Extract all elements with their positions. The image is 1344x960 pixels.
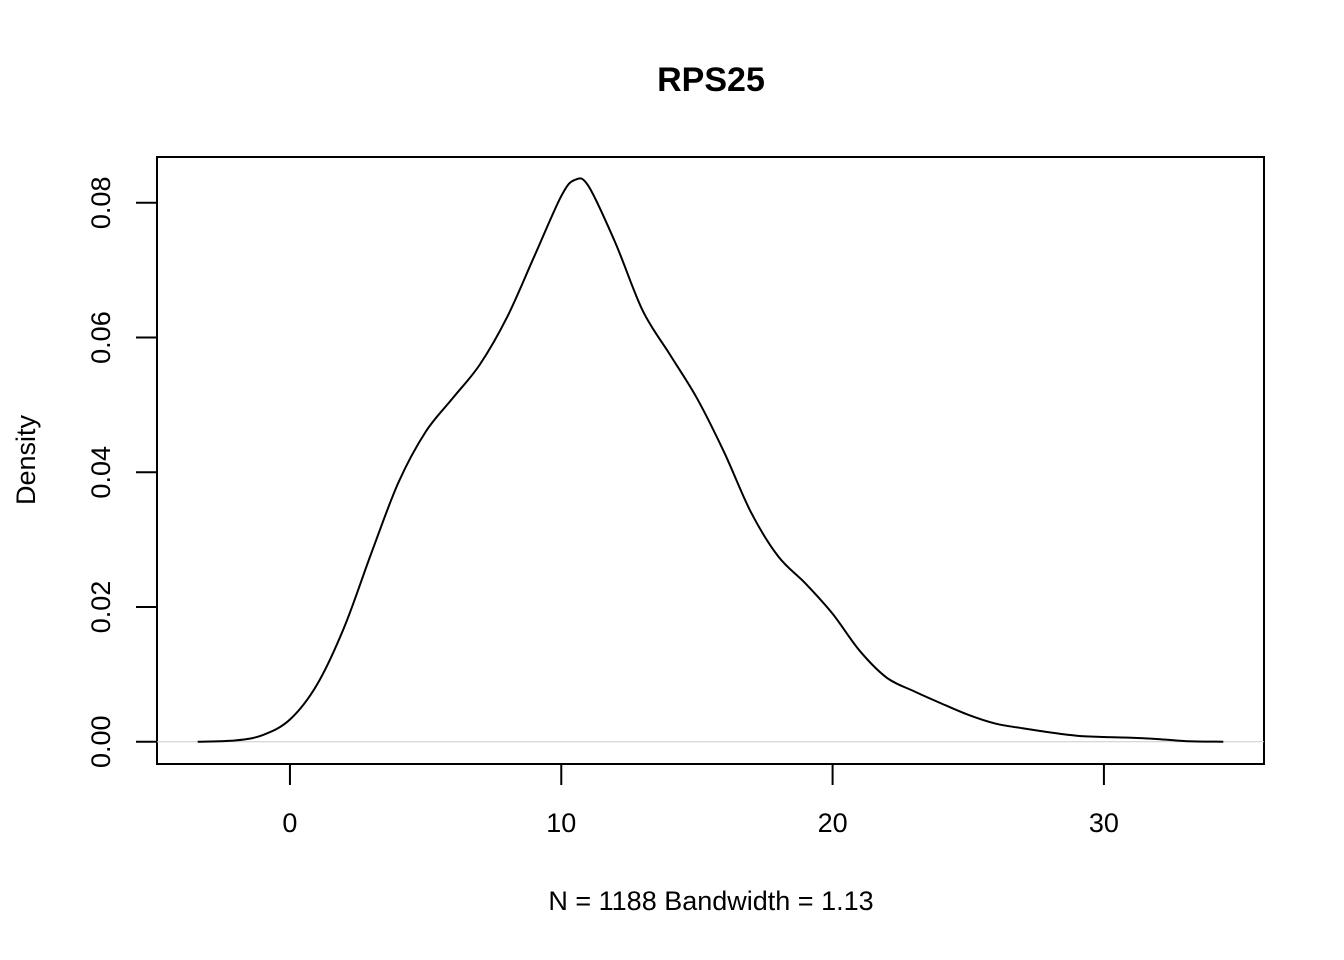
y-axis-label: Density	[11, 414, 41, 505]
x-tick-label: 10	[546, 808, 576, 838]
y-tick-label: 0.02	[86, 581, 116, 634]
y-tick-label: 0.04	[86, 446, 116, 499]
chart-title: RPS25	[657, 61, 765, 99]
y-axis: 0.00 0.02 0.04 0.06 0.08	[86, 177, 158, 768]
x-axis: 0 10 20 30	[282, 763, 1119, 838]
x-tick-label: 0	[282, 808, 297, 838]
x-tick-label: 30	[1089, 808, 1119, 838]
density-curve	[197, 177, 1224, 743]
y-tick-label: 0.06	[86, 311, 116, 364]
x-tick-label: 20	[818, 808, 848, 838]
y-tick-label: 0.00	[86, 715, 116, 768]
y-tick-label: 0.08	[86, 177, 116, 230]
x-axis-label: N = 1188 Bandwidth = 1.13	[548, 886, 873, 916]
